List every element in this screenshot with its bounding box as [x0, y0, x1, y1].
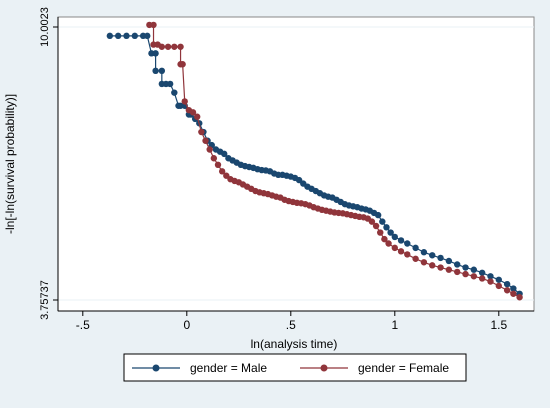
- data-point: [391, 233, 398, 241]
- series-female: [146, 21, 523, 301]
- data-point: [495, 282, 502, 290]
- data-point: [437, 254, 444, 262]
- data-point: [445, 266, 453, 273]
- data-point: [166, 80, 174, 88]
- data-point: [158, 43, 166, 50]
- data-point: [179, 61, 186, 68]
- data-point: [412, 255, 419, 262]
- data-point: [181, 98, 188, 105]
- data-point: [164, 43, 172, 50]
- data-point: [454, 261, 461, 268]
- data-point: [437, 264, 444, 271]
- legend-label: gender = Male: [190, 361, 267, 375]
- data-point: [218, 168, 226, 175]
- data-point: [158, 67, 166, 75]
- y-tick-label: 10.0023: [39, 7, 51, 47]
- data-point: [377, 229, 384, 236]
- data-point: [510, 285, 517, 292]
- data-point: [198, 128, 205, 136]
- x-tick-label: .5: [286, 318, 296, 332]
- data-point: [381, 235, 388, 243]
- legend-swatch-marker: [152, 364, 160, 372]
- legend-box: [123, 353, 467, 382]
- data-point: [214, 161, 222, 169]
- data-point: [194, 113, 201, 120]
- data-point: [495, 276, 502, 283]
- data-point: [189, 109, 197, 116]
- legend-item: gender = Female: [300, 361, 449, 375]
- data-point: [420, 259, 428, 266]
- legend: gender = Male gender = Female: [123, 353, 467, 382]
- data-point: [462, 270, 469, 278]
- data-point: [478, 269, 486, 276]
- data-point: [404, 240, 411, 247]
- data-point: [144, 32, 151, 40]
- data-point: [391, 244, 398, 252]
- x-tick-label: 1.5: [490, 318, 507, 332]
- data-point: [516, 294, 523, 301]
- data-point: [123, 32, 130, 40]
- legend-item: gender = Male: [132, 361, 267, 375]
- y-tick-label: 3.75737: [39, 280, 51, 320]
- data-point: [152, 67, 159, 75]
- data-point: [487, 278, 494, 285]
- data-point: [445, 257, 453, 265]
- data-point: [487, 273, 494, 280]
- data-point: [379, 218, 386, 225]
- data-point: [114, 32, 122, 40]
- data-point: [454, 268, 461, 276]
- plot-area: [57, 16, 535, 312]
- data-point: [171, 43, 178, 50]
- data-point: [510, 290, 517, 297]
- data-point: [385, 240, 392, 247]
- legend-label: gender = Female: [358, 361, 449, 375]
- data-point: [387, 229, 394, 236]
- y-axis-title: -ln[-ln(survival probability)]: [3, 94, 17, 234]
- data-point: [412, 244, 419, 252]
- data-point: [470, 266, 478, 273]
- grid-lines: [58, 26, 534, 301]
- data-point: [503, 287, 511, 294]
- series-group: [106, 21, 523, 301]
- data-point: [177, 43, 184, 50]
- data-point: [368, 218, 376, 225]
- x-tick-label: 1: [391, 318, 398, 332]
- data-point: [462, 264, 469, 271]
- x-tick-label: -.5: [76, 318, 90, 332]
- data-point: [503, 280, 511, 288]
- data-point: [478, 275, 486, 282]
- data-point: [210, 155, 218, 162]
- data-point: [374, 211, 382, 219]
- data-point: [206, 146, 213, 153]
- data-point: [470, 273, 478, 280]
- legend-swatch-marker: [320, 364, 328, 372]
- data-point: [171, 89, 178, 96]
- x-axis-title: ln(analysis time): [251, 337, 338, 351]
- data-point: [383, 224, 390, 231]
- data-point: [372, 222, 380, 230]
- data-point: [150, 21, 157, 29]
- data-point: [420, 249, 428, 256]
- data-point: [221, 150, 228, 158]
- x-tick-label: 0: [183, 318, 190, 332]
- data-point: [397, 237, 405, 244]
- data-point: [152, 50, 159, 57]
- data-point: [404, 251, 411, 258]
- data-point: [429, 252, 436, 259]
- data-point: [202, 137, 209, 144]
- series-male: [106, 32, 523, 297]
- axes: -.5 0 .5 1 1.5 3.75737 10.0023: [39, 7, 534, 332]
- data-point: [397, 248, 405, 255]
- data-point: [429, 262, 436, 269]
- data-point: [131, 32, 138, 40]
- data-point: [106, 32, 114, 40]
